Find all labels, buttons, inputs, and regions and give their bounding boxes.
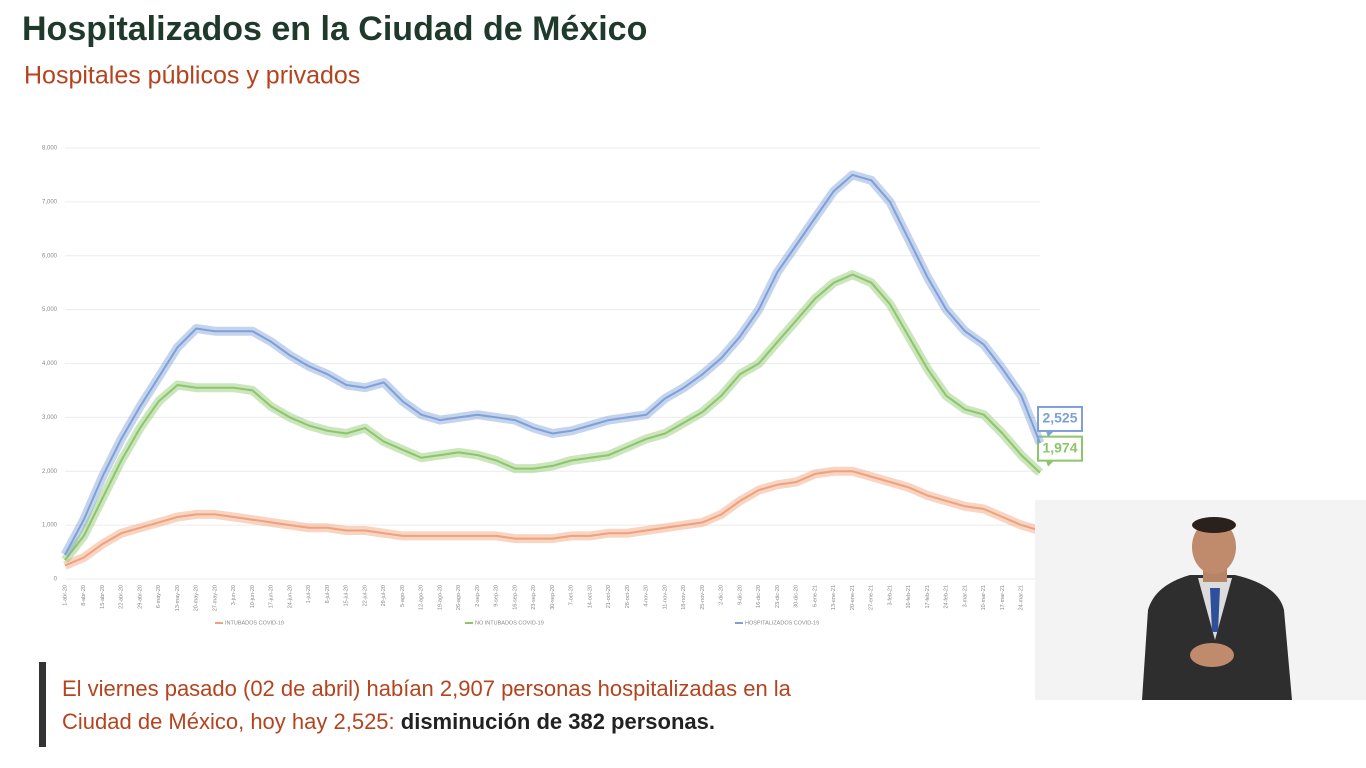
interpreter-video (1035, 500, 1366, 700)
x-tick-label: 30-dic-20 (794, 585, 800, 608)
x-tick-label: 20-may-20 (194, 585, 200, 611)
legend-label: HOSPITALIZADOS COVID-19 (745, 620, 819, 626)
x-tick-label: 7-oct-20 (569, 585, 575, 605)
caption-text: Ciudad de México, hoy hay 2,525: (62, 709, 401, 734)
hair (1192, 517, 1236, 533)
y-tick-label: 1,000 (42, 523, 58, 529)
end-label: 2,525 (1037, 405, 1083, 437)
x-tick-label: 4-nov-20 (644, 585, 650, 607)
x-tick-label: 23-dic-20 (775, 585, 781, 608)
x-tick-label: 19-ago-20 (437, 585, 443, 610)
x-tick-label: 5-ago-20 (400, 585, 406, 607)
x-tick-label: 10-mar-21 (981, 585, 987, 610)
end-label-pointer (1046, 430, 1054, 437)
x-tick-label: 13-ene-21 (831, 585, 837, 610)
y-tick-label: 0 (54, 577, 58, 583)
y-tick-label: 5,000 (42, 307, 58, 313)
y-tick-label: 2,000 (42, 469, 58, 475)
x-tick-label: 17-jun-20 (269, 585, 275, 608)
x-tick-label: 27-may-20 (212, 585, 218, 611)
x-tick-label: 3-mar-21 (962, 585, 968, 607)
x-tick-label: 8-abr-20 (81, 585, 87, 606)
series-line (64, 470, 1041, 567)
hands (1190, 643, 1234, 667)
x-tick-label: 26-ago-20 (456, 585, 462, 610)
plot: 0 1,000 2,000 3,000 4,000 5,000 6,000 7,000 8,00… (42, 146, 1083, 626)
x-tick-label: 14-oct-20 (587, 585, 593, 608)
x-tick-label: 11-nov-20 (662, 585, 668, 609)
x-tick-label: 2-dic-20 (719, 585, 725, 605)
y-tick-label: 8,000 (42, 146, 58, 152)
x-tick-label: 20-ene-21 (850, 585, 856, 610)
slide-title: Hospitalizados en la Ciudad de México (22, 10, 647, 48)
x-tick-label: 9-dic-20 (737, 585, 743, 605)
caption-line: Ciudad de México, hoy hay 2,525: disminu… (62, 709, 715, 734)
x-tick-label: 16-dic-20 (756, 585, 762, 608)
x-tick-label: 18-nov-20 (681, 585, 687, 610)
x-tick-label: 17-feb-21 (925, 585, 931, 609)
x-tick-label: 28-oct-20 (625, 585, 631, 608)
caption-line: El viernes pasado (02 de abril) habían 2… (62, 676, 792, 701)
x-tick-label: 24-feb-21 (944, 585, 950, 609)
legend-label: NO INTUBADOS COVID-19 (475, 620, 544, 626)
x-tick-label: 8-jul-20 (325, 585, 331, 603)
x-tick-label: 29-jul-20 (381, 585, 387, 606)
x-tick-label: 1-jul-20 (306, 585, 312, 603)
end-label-box (1037, 435, 1083, 462)
caption-emphasis: disminución de 382 personas. (401, 709, 715, 734)
x-tick-label: 22-abr-20 (119, 585, 125, 609)
y-tick-label: 6,000 (42, 253, 58, 259)
x-tick-label: 16-sep-20 (512, 585, 518, 610)
tie (1210, 588, 1220, 632)
end-label-box (1037, 405, 1083, 432)
y-tick-label: 7,000 (42, 199, 58, 205)
x-tick-label: 6-ene-21 (812, 585, 818, 607)
x-tick-label: 21-oct-20 (606, 585, 612, 608)
x-tick-label: 12-ago-20 (419, 585, 425, 610)
x-tick-label: 10-jun-20 (250, 585, 256, 608)
x-tick-label: 29-abr-20 (137, 585, 143, 609)
x-tick-label: 2-sep-20 (475, 585, 481, 607)
x-tick-label: 13-may-20 (175, 585, 181, 611)
y-tick-label: 4,000 (42, 361, 58, 367)
data-label: 1,974 (1042, 439, 1077, 455)
x-tick-label: 25-nov-20 (700, 585, 706, 610)
x-tick-label: 24-mar-21 (1019, 585, 1025, 610)
end-label-pointer (1046, 460, 1054, 467)
caption-bar (39, 662, 46, 747)
x-tick-label: 3-feb-21 (887, 585, 893, 606)
x-tick-label: 23-sep-20 (531, 585, 537, 610)
x-tick-label: 9-sep-20 (494, 585, 500, 607)
x-tick-label: 1-abr-20 (62, 585, 68, 606)
y-tick-label: 3,000 (42, 415, 58, 421)
jacket (1142, 575, 1292, 700)
end-label: 1,974 (1037, 435, 1083, 467)
series-line (64, 173, 1041, 556)
series-band (61, 170, 1045, 557)
x-tick-label: 17-mar-21 (1000, 585, 1006, 610)
x-tick-label: 10-feb-21 (906, 585, 912, 609)
data-label: 2,525 (1042, 410, 1077, 426)
x-tick-label: 30-sep-20 (550, 585, 556, 610)
x-tick-label: 27-ene-21 (869, 585, 875, 610)
x-tick-label: 6-may-20 (156, 585, 162, 608)
x-tick-label: 15-abr-20 (100, 585, 106, 609)
face (1192, 520, 1236, 574)
x-tick-label: 24-jun-20 (287, 585, 293, 608)
x-tick-label: 15-jul-20 (344, 585, 350, 606)
series-line (64, 273, 1041, 561)
slide-subtitle: Hospitales públicos y privados (24, 62, 360, 90)
series-band (63, 466, 1042, 570)
legend-label: INTUBADOS COVID-19 (225, 620, 284, 626)
x-tick-label: 3-jun-20 (231, 585, 237, 605)
x-tick-label: 22-jul-20 (362, 585, 368, 606)
